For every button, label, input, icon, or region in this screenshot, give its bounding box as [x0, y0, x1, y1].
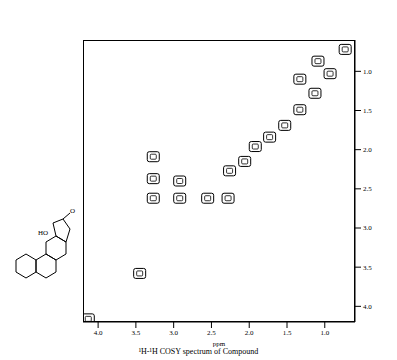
svg-text:1.0: 1.0 [363, 68, 372, 76]
svg-text:O: O [70, 207, 75, 215]
svg-text:1.0: 1.0 [320, 329, 329, 337]
svg-text:4.0: 4.0 [94, 329, 103, 337]
svg-text:HO: HO [38, 229, 48, 237]
svg-text:3.5: 3.5 [363, 264, 372, 272]
svg-text:2.5: 2.5 [207, 329, 216, 337]
svg-text:3.5: 3.5 [132, 329, 141, 337]
svg-text:1.5: 1.5 [283, 329, 292, 337]
svg-text:2.5: 2.5 [363, 185, 372, 193]
svg-text:1.5: 1.5 [363, 107, 372, 115]
html-text:¹H-¹H COSY spectrum of Compoun: ¹H-¹H COSY spectrum of Compound [138, 347, 259, 356]
svg-text:4.0: 4.0 [363, 303, 372, 311]
svg-text:3.0: 3.0 [363, 224, 372, 232]
svg-text:ppm: ppm [213, 340, 226, 348]
svg-text:2.0: 2.0 [363, 146, 372, 154]
svg-text:2.0: 2.0 [245, 329, 254, 337]
svg-text:3.0: 3.0 [169, 329, 178, 337]
